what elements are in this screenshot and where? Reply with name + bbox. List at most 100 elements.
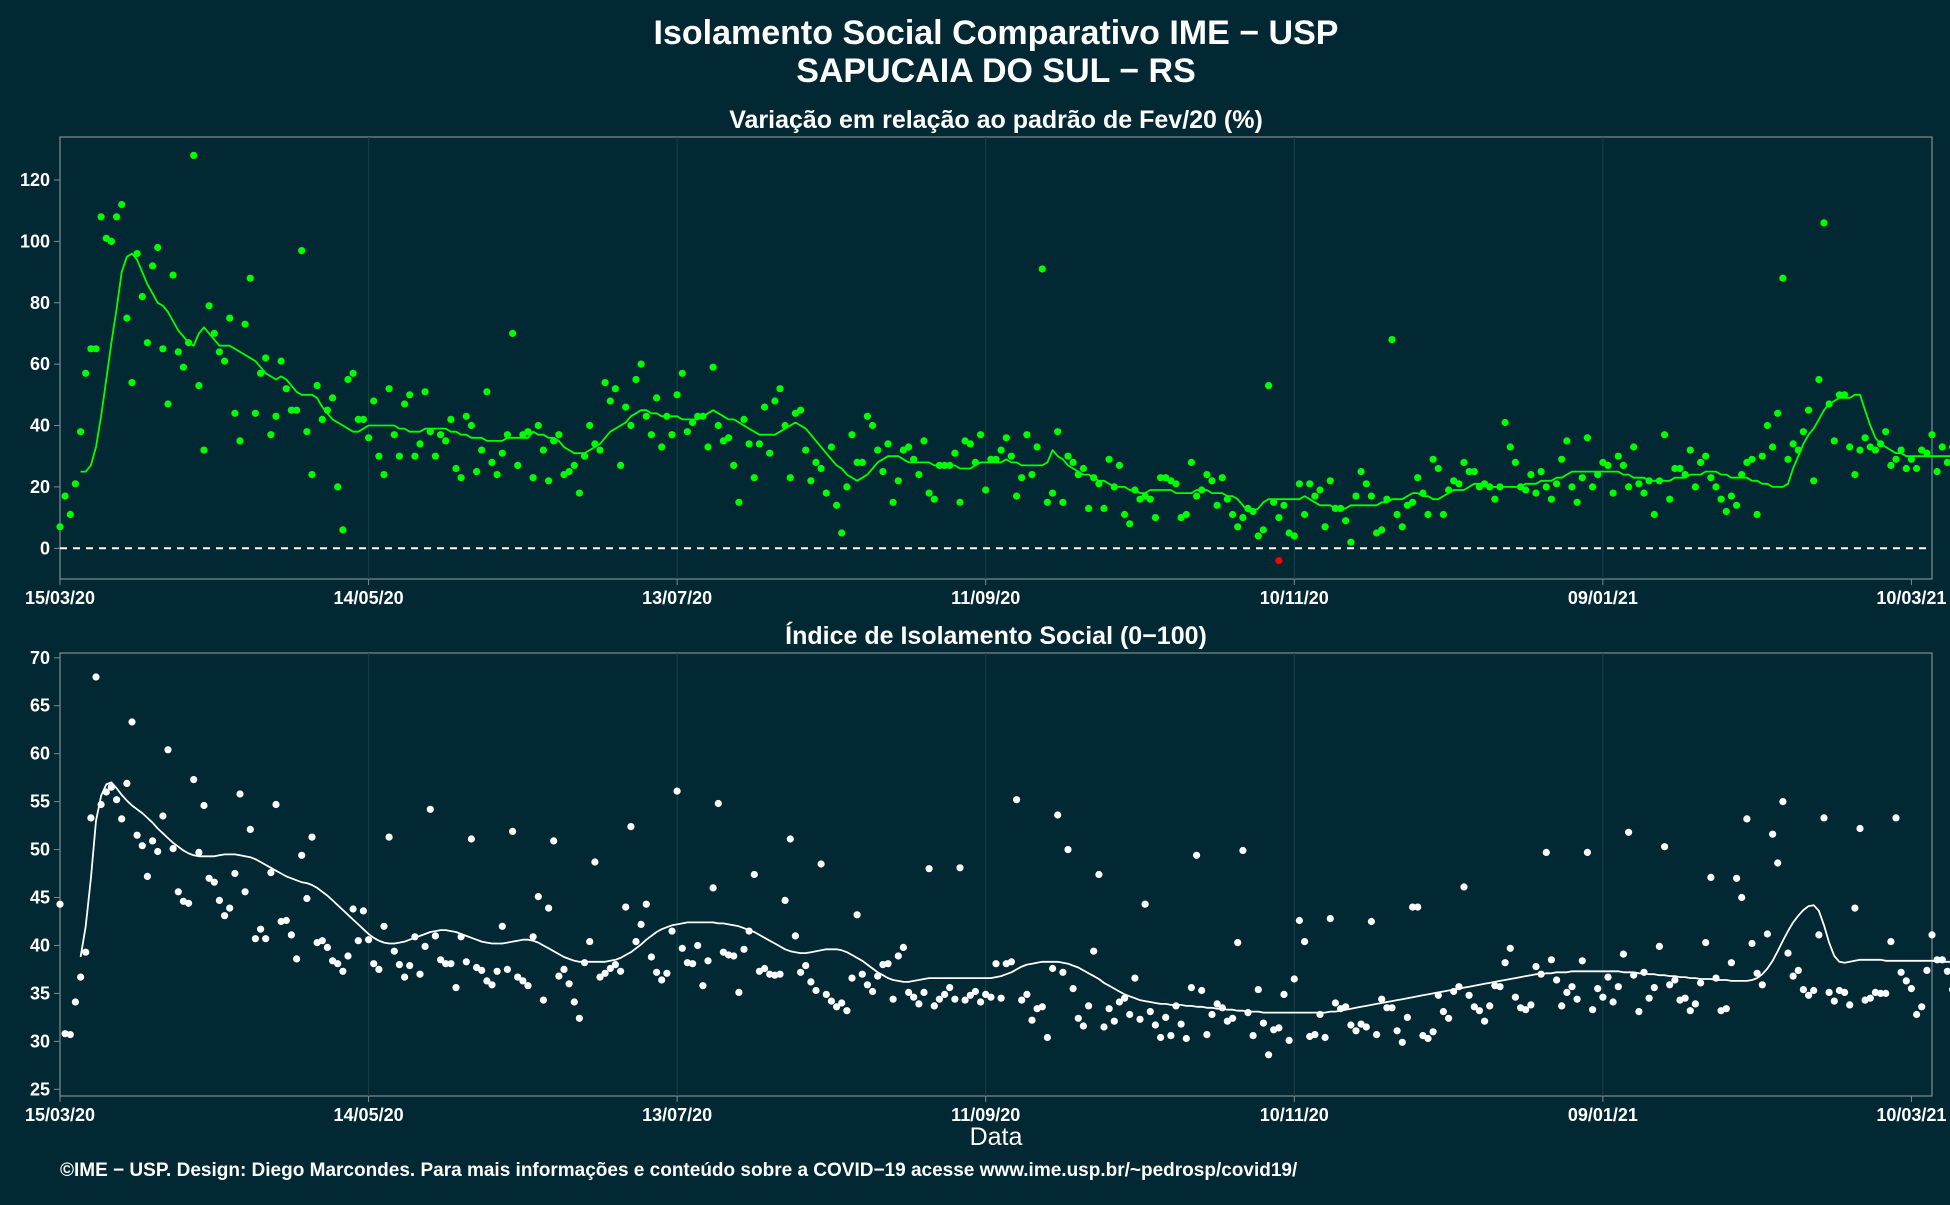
data-point [133,831,141,839]
data-point [416,440,424,448]
data-point [246,274,254,282]
data-point [282,916,290,925]
data-point [1609,998,1617,1006]
data-point [575,1014,584,1022]
data-point [740,945,748,953]
data-point [776,385,784,393]
data-point [977,431,985,439]
data-point [863,981,872,989]
data-point [339,526,347,534]
data-point [1763,421,1771,430]
data-point [1861,434,1869,442]
data-point [406,962,414,970]
data-point [179,363,187,371]
data-point [1465,991,1473,999]
data-point [390,947,398,955]
data-point [164,746,172,754]
data-point [1753,969,1761,977]
data-point [1285,529,1293,537]
data-point [437,956,445,964]
data-point [745,440,753,448]
data-point [1028,471,1036,479]
data-point [637,360,645,368]
data-point [267,431,275,439]
data-point [1105,455,1113,463]
data-point [1069,458,1077,466]
data-point [925,489,933,497]
data-point [812,986,820,995]
data-point [1270,498,1278,506]
data-point [1563,437,1571,445]
data-point [1177,514,1185,522]
data-point [1727,959,1735,967]
data-point [1275,514,1283,522]
x-axis-title: Data [970,1123,1023,1151]
data-point [1126,520,1134,528]
figure-title: Isolamento Social Comparativo IME − USP [654,14,1339,52]
data-point [1784,949,1792,957]
data-point [1254,986,1262,994]
data-point [1583,434,1591,442]
data-point [1748,939,1756,948]
data-point [118,200,126,209]
data-point [462,958,470,966]
y-tick-label: 55 [30,792,50,812]
data-point [771,397,779,405]
x-tick-label: 10/11/20 [1260,1105,1329,1125]
data-point [838,999,846,1007]
data-point [1033,443,1041,451]
data-point [1100,1023,1108,1031]
data-point [1943,458,1950,466]
data-point [611,385,620,393]
data-point [709,363,717,371]
data-point [1151,514,1159,522]
data-point [1691,483,1699,491]
data-point [1110,1017,1118,1025]
data-point [606,964,614,973]
data-point [1553,976,1561,984]
data-point [1028,1016,1036,1024]
data-point [1121,510,1129,519]
data-point [1378,995,1386,1003]
data-point [1727,492,1735,500]
data-point [138,293,146,301]
data-point [1506,944,1514,952]
data-point [1162,1013,1170,1022]
data-point [1625,483,1633,491]
data-point [704,957,712,965]
data-point [1722,507,1730,516]
data-point [632,938,640,946]
data-point [678,944,686,952]
data-point [997,446,1005,454]
data-point [1157,474,1165,482]
data-point [1280,990,1288,999]
moving-average-line [79,781,1950,1014]
data-point [401,400,409,408]
data-point [1367,492,1375,500]
data-point [1758,452,1766,460]
data-point [1928,931,1936,939]
data-point [1897,446,1905,454]
data-point [92,345,100,353]
data-point [1707,474,1715,482]
data-point [514,973,522,981]
x-tick-label: 10/03/21 [1876,1105,1946,1125]
data-point [1784,455,1792,463]
data-point [498,449,506,457]
data-point [966,440,974,448]
data-point [663,969,671,977]
data-point [195,382,203,390]
data-point [282,385,290,393]
data-point [113,796,121,804]
data-point [982,486,990,494]
data-point [1712,483,1720,491]
data-point [699,982,707,990]
data-point [1285,1036,1293,1044]
data-point [1846,443,1854,451]
data-point [1007,958,1016,966]
data-point [637,920,645,929]
data-point [1198,986,1206,995]
data-point [190,151,198,159]
